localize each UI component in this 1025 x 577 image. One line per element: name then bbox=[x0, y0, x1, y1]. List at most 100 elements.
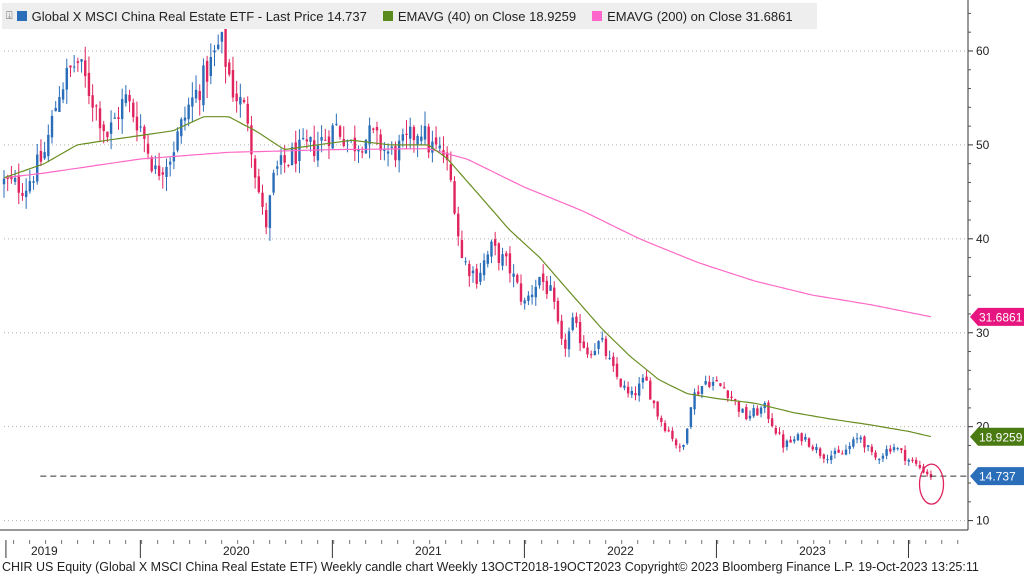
candle-body bbox=[242, 99, 246, 103]
legend-item-ema200[interactable]: EMAVG (200) on Close 31.6861 bbox=[590, 9, 793, 24]
x-tick-label: 2019 bbox=[31, 544, 58, 558]
candle-body bbox=[143, 126, 146, 139]
candle-body bbox=[305, 139, 309, 142]
candle-body bbox=[69, 65, 72, 68]
candle-body bbox=[689, 407, 693, 427]
legend-label-ema40: EMAVG (40) on Close 18.9259 bbox=[397, 8, 577, 24]
y-tick-label: 40 bbox=[976, 232, 990, 246]
candle-body bbox=[918, 465, 922, 468]
candle-body bbox=[589, 354, 593, 356]
candle-body bbox=[98, 108, 102, 129]
candle-body bbox=[209, 57, 213, 77]
candles bbox=[2, 15, 933, 481]
candle-body bbox=[61, 89, 65, 100]
candle-body bbox=[486, 254, 489, 264]
candle-body bbox=[301, 138, 305, 140]
candle-body bbox=[678, 446, 682, 448]
legend-label-price: Global X MSCI China Real Estate ETF - La… bbox=[31, 8, 367, 24]
menu-icon[interactable]: ⍗ bbox=[6, 9, 13, 22]
candle-body bbox=[464, 261, 467, 263]
candle-body bbox=[726, 390, 730, 398]
candle-body bbox=[601, 338, 604, 340]
candle-body bbox=[364, 139, 368, 154]
candle-body bbox=[76, 61, 80, 63]
candle-body bbox=[863, 436, 866, 448]
candle-body bbox=[331, 125, 334, 149]
candle-body bbox=[257, 176, 261, 193]
candle-body bbox=[538, 276, 541, 286]
candle-body bbox=[844, 449, 848, 455]
candle-body bbox=[91, 95, 94, 108]
candle-body bbox=[39, 150, 43, 162]
candle-body bbox=[745, 407, 748, 420]
candle-body bbox=[881, 455, 885, 459]
candle-body bbox=[58, 97, 61, 112]
candle-body bbox=[80, 59, 83, 62]
candle-body bbox=[372, 128, 375, 130]
candle-body bbox=[711, 381, 715, 386]
candle-body bbox=[549, 285, 552, 291]
candle-body bbox=[630, 390, 633, 395]
candle-body bbox=[168, 161, 172, 165]
last-price-tag-text: 14.737 bbox=[979, 470, 1016, 484]
candle-body bbox=[165, 166, 168, 177]
legend-item-ema40[interactable]: EMAVG (40) on Close 18.9259 bbox=[381, 9, 576, 24]
candle-body bbox=[708, 381, 711, 387]
candle-body bbox=[693, 392, 696, 410]
candle-body bbox=[187, 104, 190, 120]
legend-item-price[interactable]: Global X MSCI China Real Estate ETF - La… bbox=[15, 9, 367, 24]
candle-body bbox=[353, 137, 357, 152]
candle-body bbox=[560, 320, 563, 339]
candle-body bbox=[789, 439, 792, 443]
x-tick-label: 2021 bbox=[415, 544, 442, 558]
candle-body bbox=[468, 263, 471, 277]
x-tick-label: 2023 bbox=[799, 544, 826, 558]
candle-body bbox=[191, 97, 194, 107]
candle-body bbox=[719, 383, 722, 386]
candle-body bbox=[279, 155, 283, 165]
candle-body bbox=[202, 65, 205, 106]
candle-body bbox=[623, 385, 626, 388]
candle-body bbox=[490, 241, 493, 257]
candle-body bbox=[157, 165, 161, 176]
candle-body bbox=[770, 418, 774, 427]
candle-body bbox=[826, 459, 829, 461]
candle-body bbox=[926, 471, 929, 475]
candle-body bbox=[47, 134, 50, 157]
candle-body bbox=[741, 408, 744, 413]
candle-body bbox=[109, 122, 113, 134]
candle-body bbox=[309, 136, 312, 142]
candle-body bbox=[608, 357, 611, 359]
candle-body bbox=[892, 447, 896, 451]
candle-body bbox=[357, 149, 360, 152]
candle-body bbox=[782, 434, 785, 448]
candle-body bbox=[637, 383, 641, 396]
candle-body bbox=[508, 253, 512, 274]
candle-body bbox=[409, 126, 412, 139]
candle-body bbox=[405, 133, 408, 135]
candle-body bbox=[471, 270, 475, 274]
candle-body bbox=[246, 103, 249, 124]
y-tick-label: 60 bbox=[976, 44, 990, 58]
candle-body bbox=[641, 377, 645, 383]
candle-body bbox=[649, 380, 652, 400]
candle-body bbox=[800, 433, 803, 442]
candle-body bbox=[113, 117, 116, 119]
candle-body bbox=[239, 97, 242, 105]
candle-body bbox=[885, 449, 888, 456]
candle-body bbox=[722, 387, 726, 389]
candle-body bbox=[575, 316, 578, 324]
candle-body bbox=[135, 116, 139, 131]
candle-body bbox=[704, 381, 707, 385]
candle-body bbox=[516, 275, 519, 283]
ema40-value-tag: 18.9259 bbox=[970, 427, 1024, 446]
candle-body bbox=[24, 190, 28, 198]
candle-body bbox=[889, 448, 892, 452]
candle-body bbox=[313, 140, 316, 157]
candle-body bbox=[634, 393, 637, 396]
candle-body bbox=[150, 157, 153, 172]
x-axis: 2019 2020 2021 2022 2023 bbox=[5, 540, 959, 558]
candle-body bbox=[106, 131, 109, 138]
candle-body bbox=[878, 459, 881, 461]
ema40-line bbox=[3, 116, 932, 438]
